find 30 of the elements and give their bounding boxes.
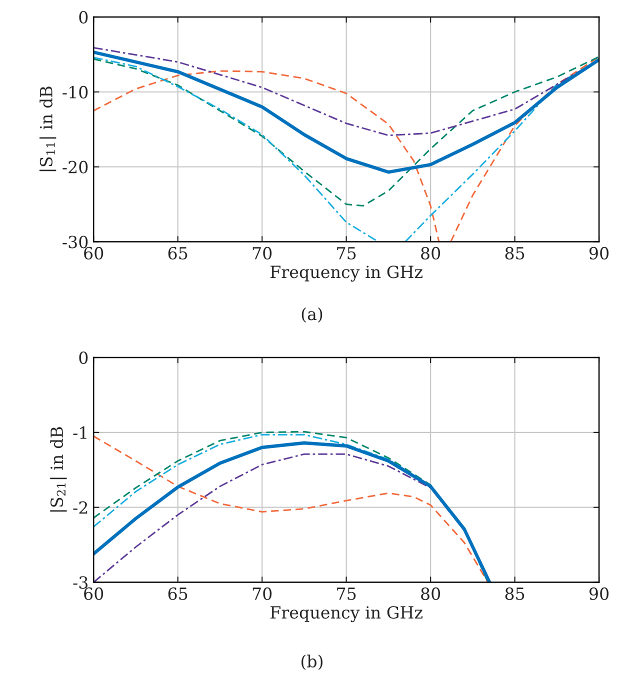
y-axis-title: |S$_{21}$| in dB [50,427,67,512]
y-tick-label: -1 [73,426,86,439]
x-tick-label: 80 [421,246,440,260]
text: (b) [301,654,323,670]
x-tick-label: 75 [337,588,356,600]
x-axis-title: Frequency in GHz [270,606,422,622]
x-tick-label: 90 [589,587,609,600]
x-tick-label: 80 [421,587,440,600]
x-tick-label: 75 [337,247,356,260]
y-tick-label: -2 [73,501,88,514]
y-tick-label: -30 [62,236,88,248]
x-tick-label: 90 [589,246,609,260]
x-tick-label: 60 [84,246,104,260]
x-tick-label: 65 [168,587,188,600]
x-tick-label: 85 [505,246,524,260]
x-tick-label: 85 [505,587,524,600]
x-tick-label: 70 [252,587,272,600]
line-series [94,56,600,207]
y-tick-label: 0 [79,351,88,364]
y-tick-label: -20 [62,160,88,174]
y-tick-label: -10 [62,86,88,99]
x-axis-title: Frequency in GHz [270,266,422,282]
x-tick-label: 70 [252,246,272,260]
x-tick-label: 65 [168,246,188,260]
y-tick-label: 0 [79,10,88,24]
y-axis-title: |S$_{11}$| in dB [40,86,56,172]
line-series [94,50,600,174]
text: (a) [302,307,322,323]
y-tick-label: -3 [73,576,88,589]
x-tick-label: 60 [84,587,104,600]
